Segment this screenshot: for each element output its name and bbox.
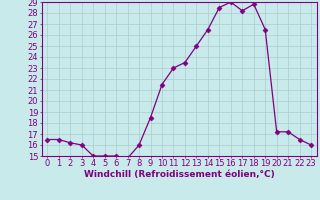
X-axis label: Windchill (Refroidissement éolien,°C): Windchill (Refroidissement éolien,°C): [84, 170, 275, 179]
